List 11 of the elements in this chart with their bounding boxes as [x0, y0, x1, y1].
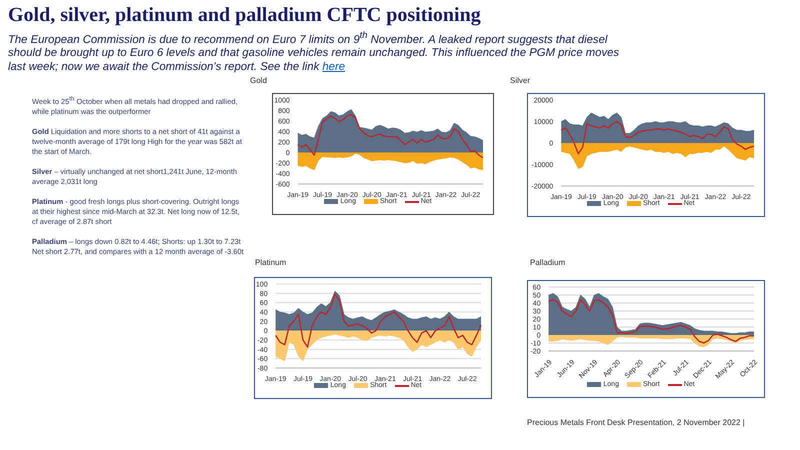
chart-title: Gold: [250, 76, 267, 85]
chart-title: Platinum: [255, 258, 286, 267]
line-series: [274, 294, 482, 348]
line-series: [548, 299, 755, 344]
line-series: [297, 114, 484, 158]
chart-title: Palladium: [530, 258, 566, 267]
text: Gold, silver, platinum and palladium CFTC positioning: [8, 4, 481, 27]
line-series: [560, 120, 755, 154]
text: The European Commission is due to recommend on Euro 7 limits on 9$^{th}$ November. A leaked report suggests that diesel should be brought up to Euro 6 levels and that gasoline vehicles remain unchanged. This influenced the PGM price moves last week; now we await the Commission’s report. See the link here: [8, 29, 620, 73]
chart-title: Silver: [510, 76, 530, 85]
text: Precious Metals Front Desk Presentation, 2 November 2022 |: [527, 418, 745, 427]
